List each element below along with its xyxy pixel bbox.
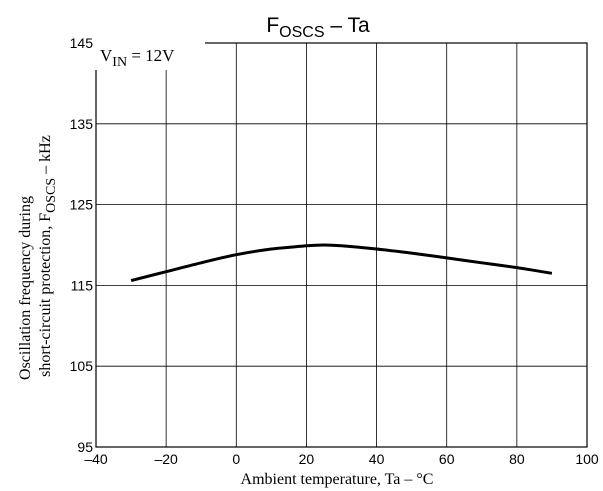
x-tick-label: –40: [84, 451, 108, 467]
x-tick-label: 0: [232, 451, 240, 467]
x-tick-label: –20: [154, 451, 178, 467]
annotation-vin: VIN = 12V: [100, 46, 175, 70]
y-tick-labels: 95 105 115 125 135 145: [70, 35, 94, 455]
x-axis-label: Ambient temperature, Ta – °C: [241, 471, 434, 488]
y-tick-label: 95: [77, 439, 93, 455]
y-axis-label-line1: Oscillation frequency during: [17, 196, 34, 380]
series-line-foscs: [130, 243, 553, 283]
y-tick-label: 115: [71, 277, 94, 293]
annotation-background: [95, 42, 205, 70]
plot-frame: [95, 42, 588, 448]
y-axis-label-line2: short-circuit protection, FOSCS – kHz: [37, 135, 59, 377]
annotation-prefix: V: [100, 46, 113, 65]
y-label-suffix: – kHz: [37, 135, 54, 178]
series-group: [130, 243, 553, 283]
x-tick-label: 80: [509, 451, 525, 467]
y-tick-label: 145: [70, 35, 94, 51]
y-label-prefix: short-circuit protection, F: [37, 213, 54, 377]
x-tick-label: 60: [439, 451, 455, 467]
annotation-suffix: = 12V: [127, 46, 175, 65]
chart-title: FOSCS – Ta: [266, 14, 370, 41]
y-tick-label: 105: [70, 358, 94, 374]
y-tick-label: 135: [70, 116, 94, 132]
x-tick-label: 20: [299, 451, 315, 467]
title-main: F: [266, 14, 279, 37]
annotation-sub: IN: [112, 55, 127, 70]
y-tick-label: 125: [70, 197, 94, 213]
title-suffix: – Ta: [325, 14, 370, 37]
title-sub: OSCS: [279, 24, 324, 41]
x-tick-label: 40: [369, 451, 385, 467]
y-label-sub: OSCS: [44, 178, 59, 213]
x-tick-labels: –40 –20 0 20 40 60 80 100: [84, 451, 599, 467]
x-tick-label: 100: [575, 451, 599, 467]
